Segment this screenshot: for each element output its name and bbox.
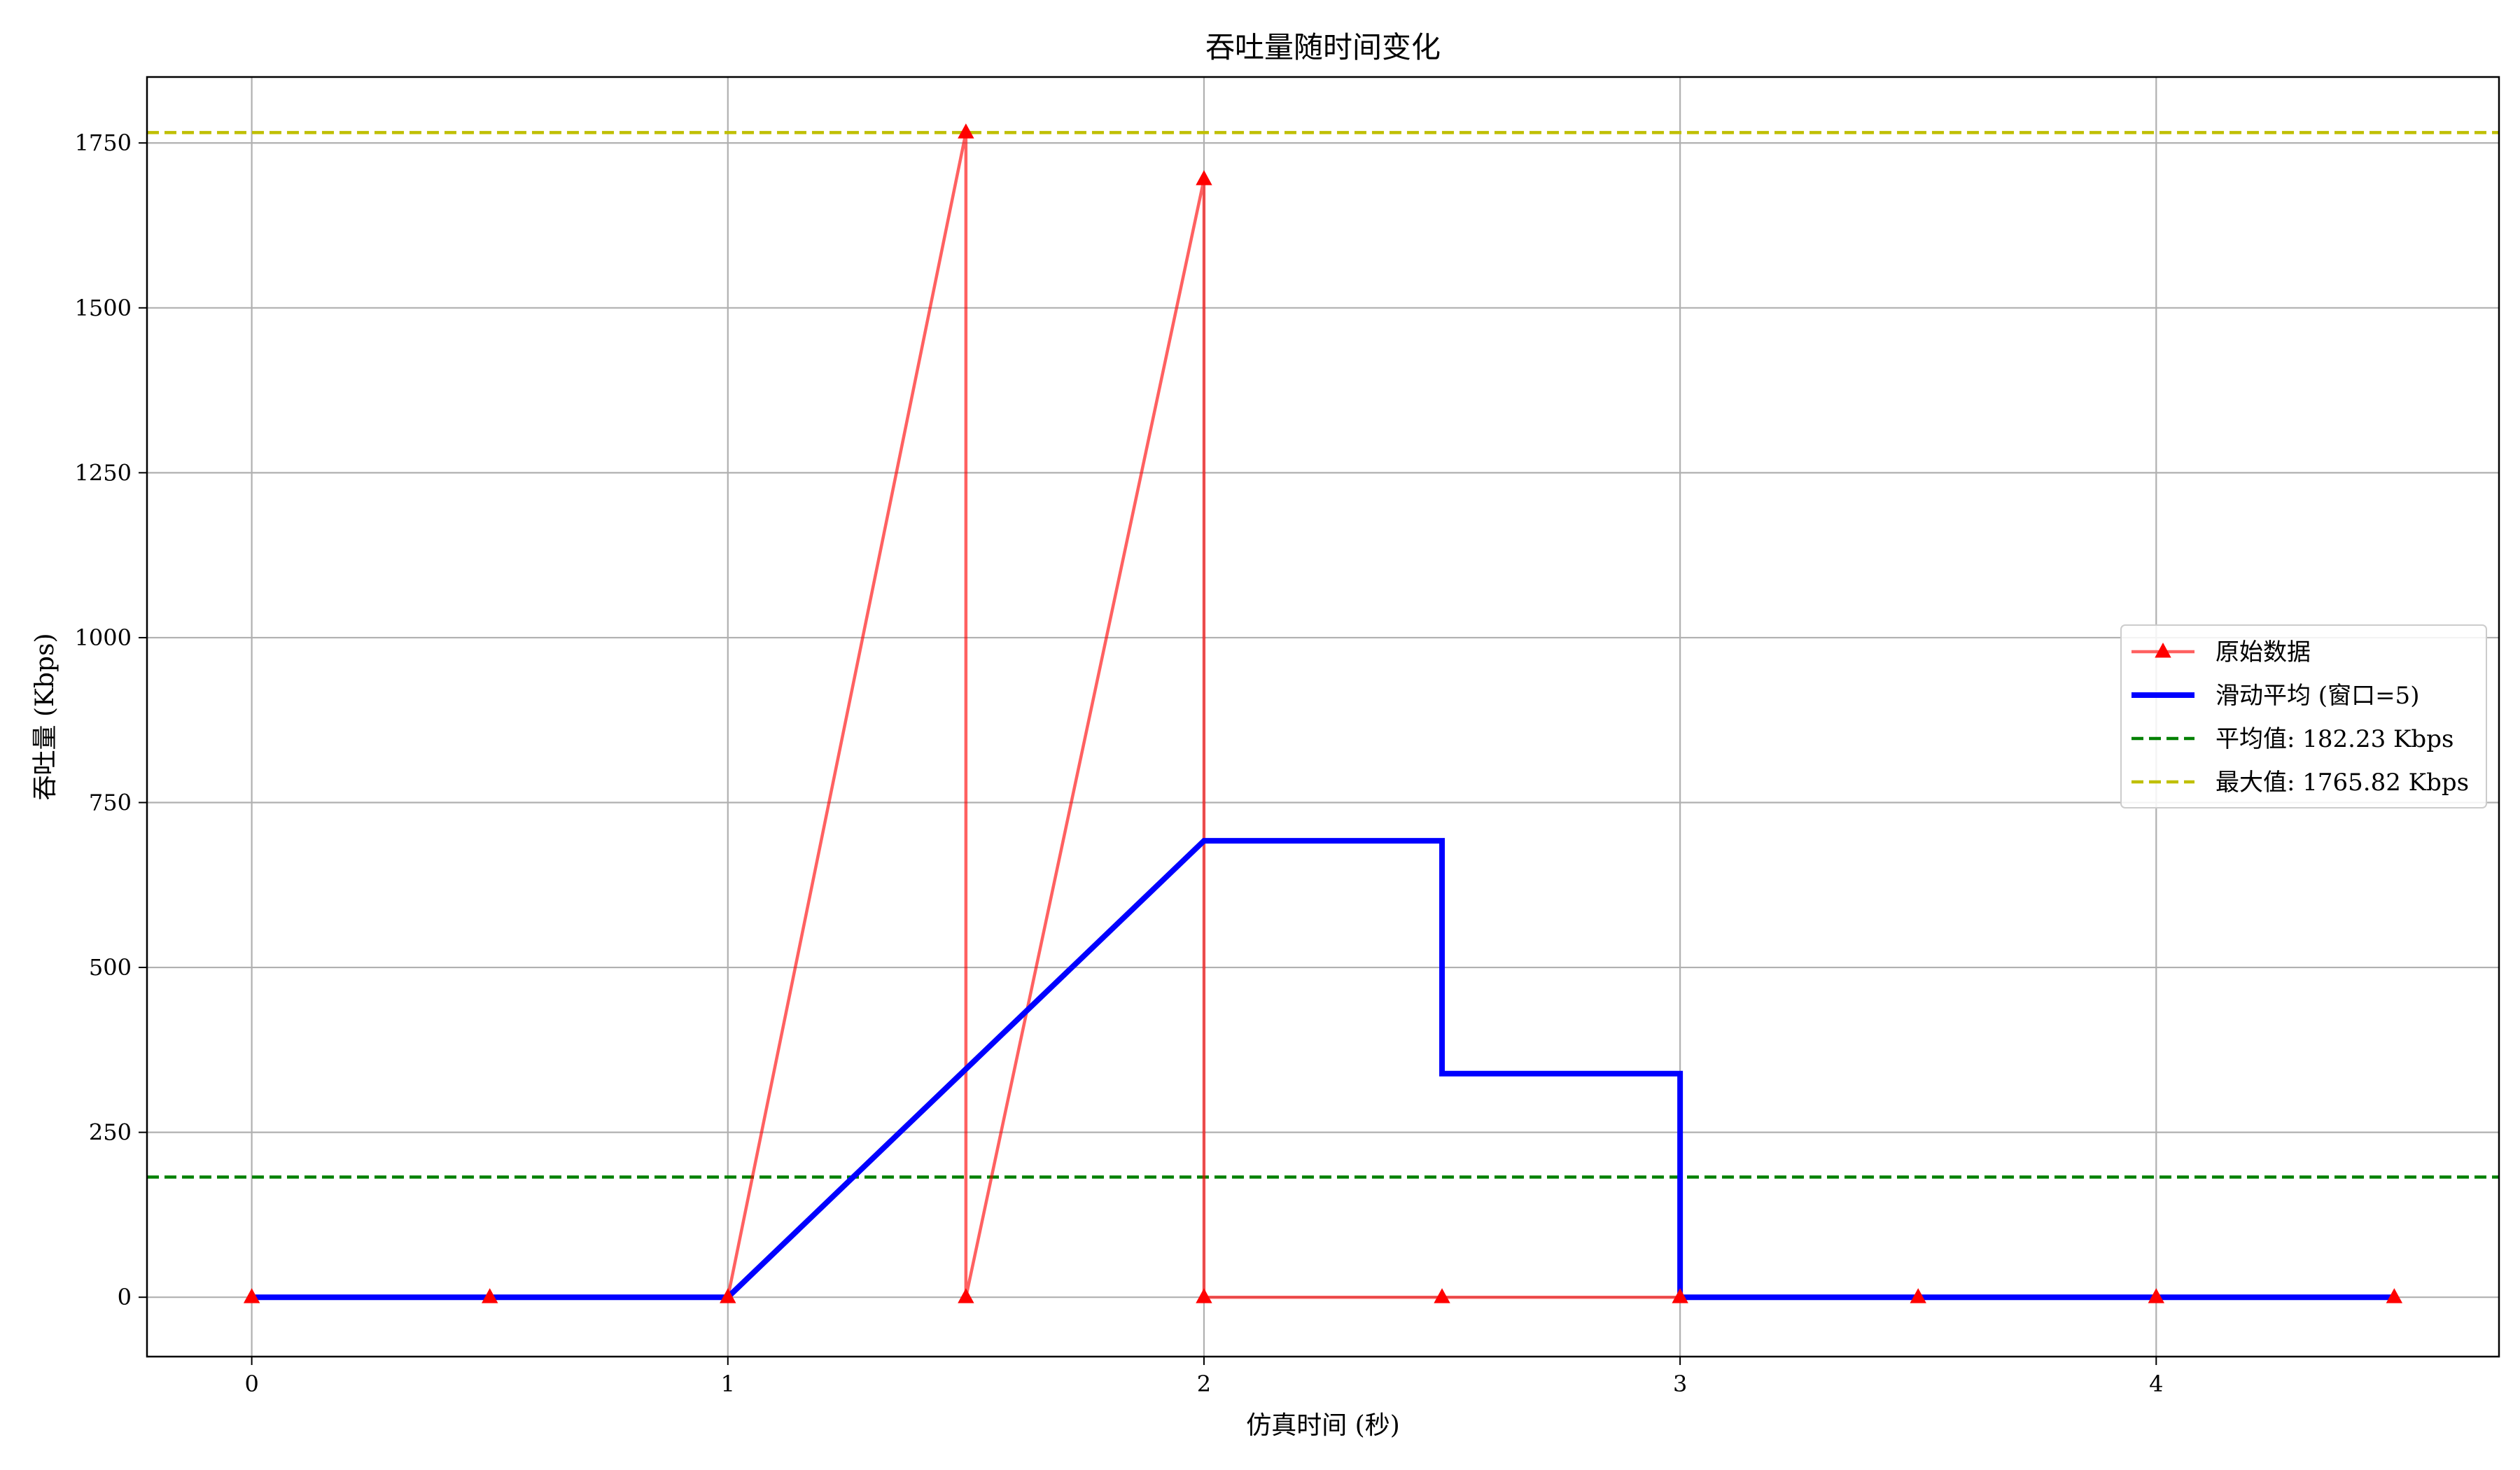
y-axis-label: 吞吐量 (Kbps) xyxy=(31,634,59,801)
legend-box xyxy=(2120,624,2487,808)
raw-data-point xyxy=(1196,1288,1212,1303)
chart-title: 吞吐量随时间变化 xyxy=(1205,30,1441,64)
y-tick-label: 0 xyxy=(118,1284,132,1310)
moving-average-line xyxy=(251,838,2395,1301)
x-tick-label: 4 xyxy=(2149,1371,2163,1397)
legend-raw-data-label: 原始数据 xyxy=(2216,638,2311,666)
y-tick-label: 500 xyxy=(89,954,132,981)
raw-data-point xyxy=(1196,170,1212,186)
legend-mean-label: 平均值: 182.23 Kbps xyxy=(2216,725,2454,753)
legend-max-label: 最大值: 1765.82 Kbps xyxy=(2216,769,2469,797)
ticks: 0 1 2 3 4 0 250 500 750 1000 1250 1500 1750 xyxy=(75,130,2164,1397)
raw-data-point xyxy=(1910,1288,1926,1303)
plot-frame xyxy=(146,76,2500,1358)
raw-data-point xyxy=(2386,1288,2403,1303)
y-tick-label: 250 xyxy=(89,1119,132,1146)
raw-data-point xyxy=(1672,1288,1688,1303)
raw-data-point xyxy=(1434,1288,1450,1303)
reference-lines xyxy=(147,131,2499,1179)
y-tick-label: 750 xyxy=(89,789,132,816)
y-tick-label: 1750 xyxy=(75,130,132,156)
x-tick-label: 1 xyxy=(721,1371,735,1397)
raw-data-point xyxy=(243,1288,260,1303)
raw-data-point xyxy=(958,1288,974,1303)
raw-data-point xyxy=(2148,1288,2164,1303)
raw-data-point xyxy=(482,1288,498,1303)
x-axis-label: 仿真时间 (秒) xyxy=(1246,1411,1400,1440)
legend-raw-data-marker xyxy=(2155,643,2171,658)
series-layer xyxy=(243,123,2403,1303)
y-tick-label: 1500 xyxy=(75,295,132,321)
x-tick-label: 3 xyxy=(1673,1371,1687,1397)
x-tick-label: 0 xyxy=(244,1371,258,1397)
y-tick-label: 1000 xyxy=(75,624,132,651)
y-tick-label: 1250 xyxy=(75,459,132,486)
x-tick-label: 2 xyxy=(1197,1371,1211,1397)
legend-moving-average-label: 滑动平均 (窗口=5) xyxy=(2216,682,2419,710)
raw-data-point xyxy=(958,123,974,139)
raw-data-point xyxy=(720,1288,736,1303)
